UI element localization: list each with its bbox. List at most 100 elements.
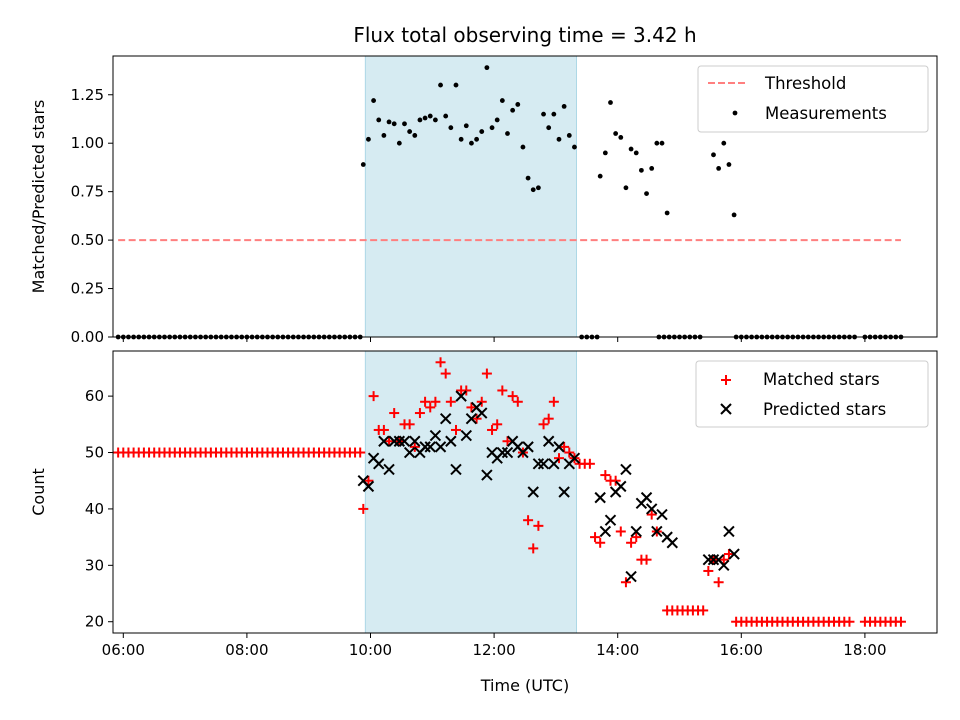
matched-star-point bbox=[466, 402, 477, 413]
predicted-star-point bbox=[537, 458, 550, 470]
measurement-point bbox=[376, 117, 382, 123]
chart-title: Flux total observing time = 3.42 h bbox=[353, 23, 696, 47]
measurement-point bbox=[479, 129, 485, 134]
measurement-point bbox=[505, 131, 510, 136]
predicted-star-point bbox=[378, 435, 390, 447]
predicted-star-point bbox=[465, 412, 478, 425]
measurement-point bbox=[448, 125, 454, 131]
measurement-point bbox=[427, 113, 433, 119]
measurement-point bbox=[623, 185, 629, 191]
matched-star-point bbox=[404, 419, 415, 430]
measurement-point bbox=[438, 82, 443, 88]
bottom-plot-area bbox=[113, 357, 906, 627]
measurement-point bbox=[716, 166, 722, 171]
predicted-star-point bbox=[666, 537, 678, 549]
predicted-star-point bbox=[398, 435, 411, 447]
matched-star-point bbox=[355, 447, 366, 458]
predicted-star-point bbox=[620, 463, 632, 476]
legend-threshold-label: Threshold bbox=[764, 74, 846, 93]
measurement-point bbox=[360, 162, 366, 167]
measurement-point bbox=[608, 100, 613, 105]
predicted-star-point bbox=[460, 429, 472, 442]
legend-predicted-swatch bbox=[720, 403, 732, 415]
matched-star-point bbox=[600, 470, 611, 481]
predicted-star-point bbox=[542, 435, 555, 447]
matched-star-point bbox=[378, 424, 389, 435]
top-x-ticks bbox=[122, 337, 866, 342]
matched-star-point bbox=[584, 458, 595, 469]
predicted-star-point bbox=[496, 446, 509, 459]
measurement-point bbox=[726, 162, 732, 167]
measurement-point bbox=[499, 98, 505, 103]
matched-star-point bbox=[620, 577, 631, 588]
matched-star-point bbox=[425, 402, 436, 413]
predicted-star-point bbox=[373, 458, 385, 470]
measurement-point bbox=[489, 125, 495, 131]
predicted-star-point bbox=[615, 480, 627, 493]
top-y-ticks: 0.00 0.25 0.50 0.75 1.00 1.25 bbox=[71, 86, 113, 346]
measurement-point bbox=[422, 115, 428, 121]
predicted-star-point bbox=[501, 446, 514, 459]
matched-star-point bbox=[450, 424, 461, 435]
predicted-star-point bbox=[403, 446, 416, 459]
predicted-star-point bbox=[651, 525, 663, 538]
matched-star-point bbox=[543, 413, 554, 424]
predicted-star-point bbox=[548, 458, 560, 470]
matched-star-point bbox=[389, 408, 400, 419]
predicted-star-point bbox=[362, 480, 375, 493]
measurement-point bbox=[541, 111, 546, 117]
matched-star-point bbox=[615, 526, 626, 537]
bottom-y-axis-label: Count bbox=[29, 468, 48, 516]
measurement-point bbox=[407, 129, 413, 134]
matched-star-point bbox=[384, 436, 395, 447]
predicted-star-point bbox=[553, 441, 565, 453]
matched-star-point bbox=[553, 453, 564, 464]
measurement-point bbox=[633, 150, 639, 156]
measurement-point bbox=[628, 146, 634, 152]
measurement-point bbox=[525, 175, 531, 181]
shaded-span-rect bbox=[364, 350, 577, 634]
measurement-point bbox=[412, 133, 418, 138]
top-y-axis-label: Matched/Predicted stars bbox=[29, 100, 48, 294]
predicted-star-point bbox=[383, 463, 395, 476]
measurement-point bbox=[366, 136, 371, 142]
matched-star-point bbox=[559, 441, 570, 452]
predicted-star-point bbox=[409, 435, 421, 447]
top-axes-frame bbox=[112, 55, 938, 338]
ratio-panel: 0.00 0.25 0.50 0.75 1.00 1.25 Flux total obse… bbox=[29, 23, 938, 346]
measurement-point bbox=[510, 107, 516, 113]
y-tick-label: 0.75 bbox=[71, 183, 104, 201]
measurement-point bbox=[556, 136, 562, 142]
y-tick-label: 1.00 bbox=[71, 134, 104, 152]
legend-measurements-label: Measurements bbox=[765, 104, 887, 123]
y-tick-label: 1.25 bbox=[71, 86, 104, 104]
predicted-star-point bbox=[476, 407, 488, 419]
measurement-point bbox=[453, 82, 459, 88]
matched-star-point bbox=[461, 385, 472, 396]
matched-star-point bbox=[718, 554, 729, 565]
predicted-star-point bbox=[702, 553, 715, 566]
y-tick-label: 60 bbox=[85, 387, 104, 405]
predicted-star-point bbox=[718, 559, 730, 572]
predicted-star-point bbox=[630, 525, 642, 538]
measurement-point bbox=[386, 119, 392, 125]
measurement-point bbox=[711, 152, 716, 158]
predicted-star-point bbox=[455, 390, 467, 402]
count-panel: 06:00 08:00 10:00 12:00 14:00 16:00 18:00 20 30… bbox=[29, 350, 938, 695]
matched-star-point bbox=[533, 520, 544, 531]
y-tick-label: 50 bbox=[85, 444, 104, 462]
predicted-star-point bbox=[599, 525, 612, 538]
measurement-point bbox=[391, 121, 397, 127]
matched-star-point bbox=[646, 509, 657, 520]
predicted-star-point bbox=[558, 486, 570, 498]
matched-star-point bbox=[420, 396, 431, 407]
matched-star-point bbox=[641, 554, 652, 565]
bottom-axes-frame bbox=[112, 350, 938, 634]
x-tick-label: 16:00 bbox=[720, 641, 763, 659]
measurement-point bbox=[443, 113, 449, 119]
y-tick-label: 40 bbox=[85, 500, 104, 518]
bottom-x-ticks: 06:00 08:00 10:00 12:00 14:00 16:00 18:00 bbox=[102, 633, 887, 659]
predicted-star-point bbox=[640, 491, 653, 504]
measurement-point bbox=[602, 150, 608, 156]
shaded-span-rect bbox=[364, 55, 577, 338]
